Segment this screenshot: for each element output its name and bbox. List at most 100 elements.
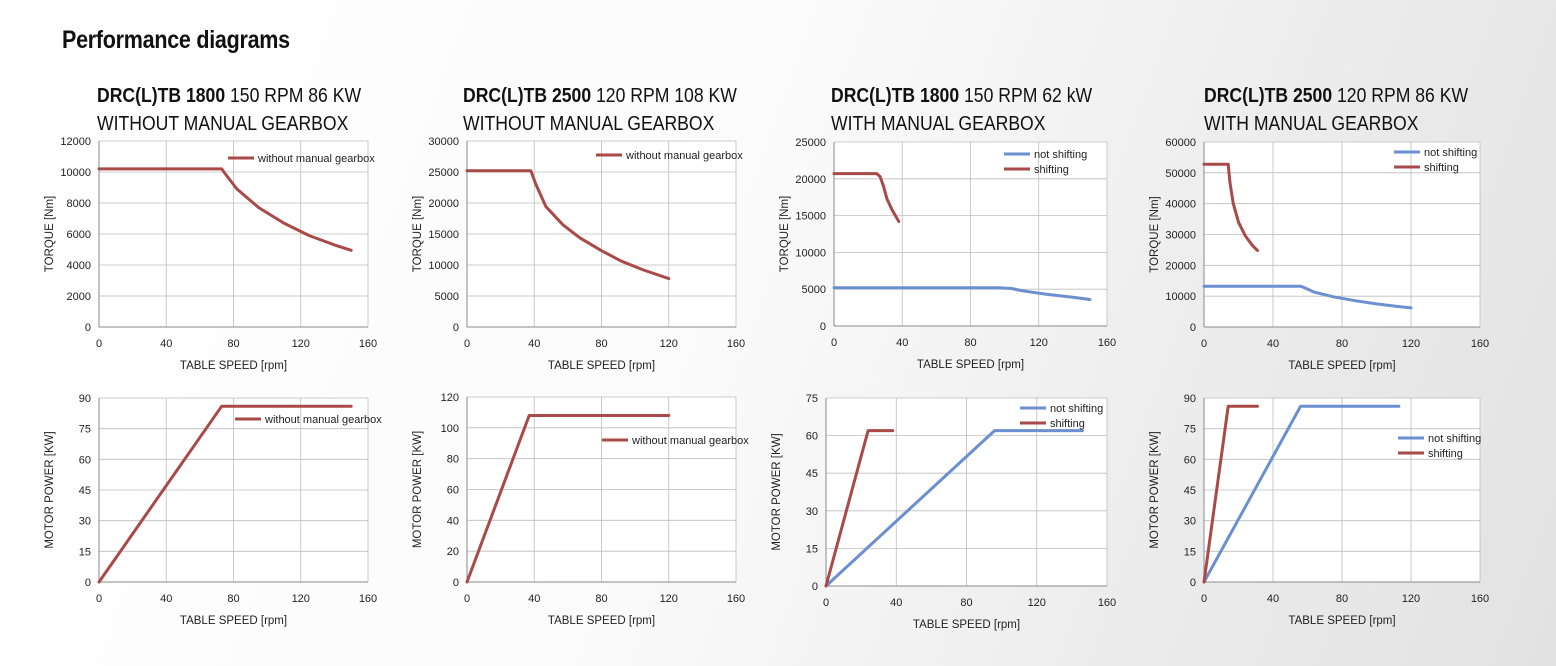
- y-tick-label: 60: [447, 485, 459, 497]
- x-tick-label: 160: [1471, 338, 1489, 350]
- x-tick-label: 120: [292, 593, 310, 605]
- x-tick-label: 80: [227, 338, 239, 350]
- x-tick-label: 0: [96, 338, 102, 350]
- x-tick-label: 120: [1028, 597, 1046, 609]
- y-tick-label: 0: [1190, 322, 1196, 334]
- series-line-without-manual-gearbox: [465, 169, 671, 281]
- chart-4-torque: 0 10000 20000 30000 40000 50000 60000 0 40 80 120 1…: [1149, 137, 1489, 372]
- x-tick-label: 0: [1201, 338, 1207, 350]
- x-axis-label: TABLE SPEED [rpm]: [180, 360, 287, 372]
- y-tick-label: 30000: [428, 136, 459, 148]
- y-tick-label: 10000: [428, 260, 459, 272]
- series-line-shifting: [1202, 404, 1259, 584]
- x-tick-label: 80: [960, 597, 972, 609]
- series-line-shifting: [824, 429, 895, 588]
- chart-1-torque: 0 2000 4000 6000 8000 10000 12000 0 40 80 120 160 TA…: [44, 136, 377, 372]
- y-axis-label: MOTOR POWER [KW]: [44, 431, 56, 548]
- legend-label: shifting: [1034, 164, 1069, 176]
- y-tick-label: 4000: [67, 260, 91, 272]
- y-tick-label: 75: [79, 424, 91, 436]
- x-axis-label: TABLE SPEED [rpm]: [917, 359, 1024, 371]
- panel-spec: 120 RPM 108 KW: [596, 85, 737, 107]
- y-tick-label: 100: [441, 423, 459, 435]
- y-axis-label: TORQUE [Nm]: [1149, 196, 1161, 272]
- x-tick-label: 80: [964, 337, 976, 349]
- y-tick-label: 6000: [67, 229, 91, 241]
- chart-3-power: 0 15 30 45 60 75 0 40 80 120 160 TABLE SPEED [rpm] M…: [771, 393, 1116, 631]
- x-tick-label: 80: [1336, 338, 1348, 350]
- y-tick-label: 120: [441, 392, 459, 404]
- y-tick-label: 0: [1190, 577, 1196, 589]
- legend-label: without manual gearbox: [264, 414, 382, 426]
- y-tick-label: 20000: [1165, 260, 1196, 272]
- x-axis-label: TABLE SPEED [rpm]: [913, 619, 1020, 631]
- x-tick-label: 160: [359, 593, 377, 605]
- panel-header-1: DRC(L)TB 1800 150 RPM 86 KW WITHOUT MANU…: [97, 82, 361, 138]
- panel-header-2: DRC(L)TB 2500 120 RPM 108 KW WITHOUT MAN…: [463, 82, 737, 138]
- x-tick-label: 0: [831, 337, 837, 349]
- page-title: Performance diagrams: [62, 26, 290, 54]
- series-line-shifting: [1202, 162, 1259, 252]
- series-line-not-shifting: [832, 286, 1092, 301]
- x-tick-label: 40: [160, 593, 172, 605]
- x-tick-label: 40: [160, 338, 172, 350]
- x-tick-label: 160: [1098, 597, 1116, 609]
- y-axis-label: TORQUE [Nm]: [44, 196, 56, 272]
- series-line-not-shifting: [1202, 284, 1413, 310]
- legend-label: shifting: [1050, 418, 1085, 430]
- series-line-shifting: [832, 172, 901, 223]
- y-tick-label: 5000: [435, 291, 459, 303]
- x-tick-label: 120: [292, 338, 310, 350]
- panel-model: DRC(L)TB 2500: [1204, 85, 1333, 107]
- x-tick-label: 80: [1336, 593, 1348, 605]
- y-tick-label: 30: [79, 516, 91, 528]
- y-tick-label: 10000: [1165, 291, 1196, 303]
- y-tick-label: 20000: [795, 174, 826, 186]
- y-tick-label: 2000: [67, 291, 91, 303]
- legend-label: not shifting: [1428, 433, 1481, 445]
- y-tick-label: 15: [806, 543, 818, 555]
- x-tick-label: 40: [1267, 338, 1279, 350]
- series-line-not-shifting: [824, 429, 1084, 588]
- y-tick-label: 60: [1184, 454, 1196, 466]
- x-tick-label: 0: [1201, 593, 1207, 605]
- y-tick-label: 12000: [60, 136, 91, 148]
- legend-label: not shifting: [1050, 403, 1103, 415]
- x-tick-label: 80: [595, 338, 607, 350]
- y-tick-label: 30000: [1165, 230, 1196, 242]
- y-tick-label: 10000: [60, 167, 91, 179]
- panel-subtitle: WITHOUT MANUAL GEARBOX: [97, 113, 349, 135]
- panel-header-3: DRC(L)TB 1800 150 RPM 62 kW WITH MANUAL …: [831, 82, 1092, 138]
- panel-spec: 150 RPM 86 KW: [230, 85, 362, 107]
- y-tick-label: 25000: [428, 167, 459, 179]
- y-axis-label: TORQUE [Nm]: [412, 196, 424, 272]
- x-tick-label: 160: [1471, 593, 1489, 605]
- x-tick-label: 160: [1098, 337, 1116, 349]
- y-tick-label: 45: [79, 485, 91, 497]
- series-line-without-manual-gearbox: [97, 404, 353, 584]
- panel-model: DRC(L)TB 1800: [97, 85, 226, 107]
- x-tick-label: 160: [359, 338, 377, 350]
- panel-subtitle: WITH MANUAL GEARBOX: [1204, 113, 1419, 135]
- y-tick-label: 0: [85, 577, 91, 589]
- panel-model: DRC(L)TB 1800: [831, 85, 960, 107]
- y-tick-label: 45: [1184, 485, 1196, 497]
- y-tick-label: 60000: [1165, 137, 1196, 149]
- y-tick-label: 0: [453, 322, 459, 334]
- x-tick-label: 40: [896, 337, 908, 349]
- x-axis-label: TABLE SPEED [rpm]: [1288, 615, 1395, 627]
- x-tick-label: 40: [528, 338, 540, 350]
- x-tick-label: 120: [1402, 593, 1420, 605]
- x-tick-label: 120: [1030, 337, 1048, 349]
- y-tick-label: 0: [453, 577, 459, 589]
- y-tick-label: 45: [806, 468, 818, 480]
- chart-3-torque: 0 5000 10000 15000 20000 25000 0 40 80 120 160 TABL…: [779, 137, 1116, 371]
- x-tick-label: 80: [227, 593, 239, 605]
- y-tick-label: 0: [812, 581, 818, 593]
- legend-label: without manual gearbox: [625, 150, 743, 162]
- x-tick-label: 120: [1402, 338, 1420, 350]
- y-tick-label: 10000: [795, 247, 826, 259]
- panel-subtitle: WITH MANUAL GEARBOX: [831, 113, 1046, 135]
- chart-4-power: 0 15 30 45 60 75 90 0 40 80 120 160 TABLE SPEED [rpm…: [1149, 393, 1489, 627]
